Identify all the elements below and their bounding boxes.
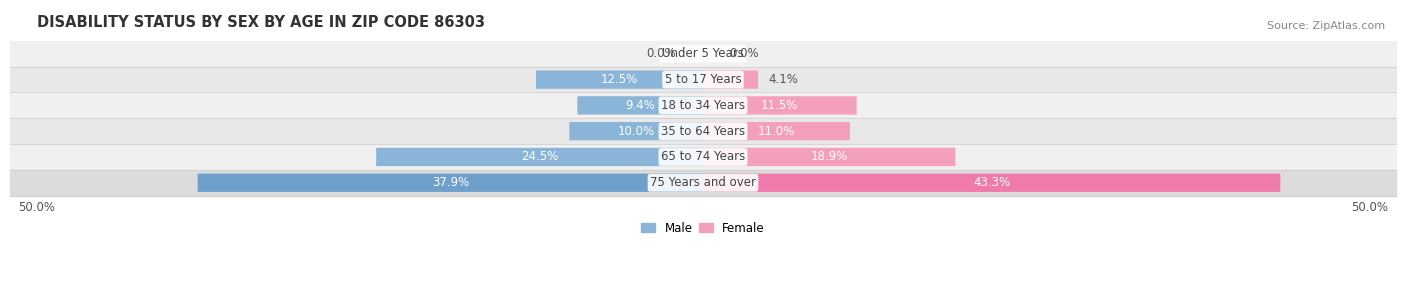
Bar xyxy=(10,170,1396,196)
FancyBboxPatch shape xyxy=(703,122,851,140)
Bar xyxy=(10,41,1396,67)
FancyBboxPatch shape xyxy=(198,174,703,192)
Text: 5 to 17 Years: 5 to 17 Years xyxy=(665,73,741,86)
FancyBboxPatch shape xyxy=(536,71,703,89)
Text: 11.5%: 11.5% xyxy=(761,99,799,112)
FancyBboxPatch shape xyxy=(377,148,703,166)
Bar xyxy=(10,92,1396,118)
Text: 0.0%: 0.0% xyxy=(647,47,676,60)
FancyBboxPatch shape xyxy=(703,148,955,166)
Text: 35 to 64 Years: 35 to 64 Years xyxy=(661,125,745,138)
Text: 10.0%: 10.0% xyxy=(617,125,655,138)
Text: 9.4%: 9.4% xyxy=(626,99,655,112)
Text: 43.3%: 43.3% xyxy=(973,176,1010,189)
Legend: Male, Female: Male, Female xyxy=(637,217,769,239)
Bar xyxy=(10,144,1396,170)
Bar xyxy=(10,67,1396,92)
Text: 12.5%: 12.5% xyxy=(602,73,638,86)
Text: 24.5%: 24.5% xyxy=(522,150,558,164)
Text: 65 to 74 Years: 65 to 74 Years xyxy=(661,150,745,164)
FancyBboxPatch shape xyxy=(578,96,703,115)
FancyBboxPatch shape xyxy=(569,122,703,140)
Text: 75 Years and over: 75 Years and over xyxy=(650,176,756,189)
Text: Under 5 Years: Under 5 Years xyxy=(662,47,744,60)
Text: 0.0%: 0.0% xyxy=(730,47,759,60)
Text: 18.9%: 18.9% xyxy=(810,150,848,164)
Text: 4.1%: 4.1% xyxy=(768,73,799,86)
Text: 37.9%: 37.9% xyxy=(432,176,470,189)
Text: 11.0%: 11.0% xyxy=(758,125,794,138)
Text: Source: ZipAtlas.com: Source: ZipAtlas.com xyxy=(1267,21,1385,31)
Bar xyxy=(10,118,1396,144)
FancyBboxPatch shape xyxy=(703,71,758,89)
FancyBboxPatch shape xyxy=(703,96,856,115)
Text: DISABILITY STATUS BY SEX BY AGE IN ZIP CODE 86303: DISABILITY STATUS BY SEX BY AGE IN ZIP C… xyxy=(37,15,485,30)
Text: 18 to 34 Years: 18 to 34 Years xyxy=(661,99,745,112)
FancyBboxPatch shape xyxy=(703,174,1281,192)
